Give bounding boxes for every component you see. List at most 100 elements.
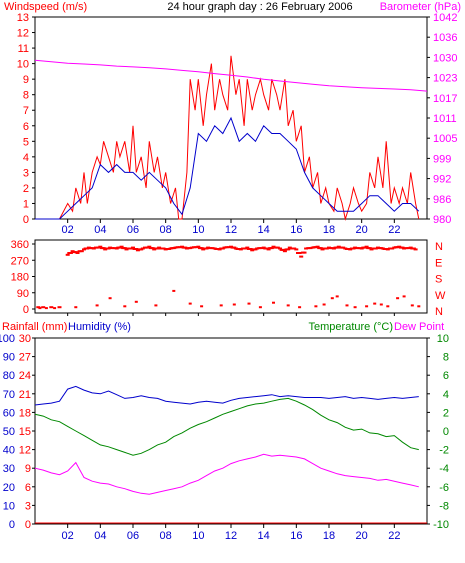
temperature-tick-label: 10: [437, 333, 449, 345]
direction-point: [196, 245, 201, 248]
direction-point: [224, 246, 229, 249]
direction-point: [330, 297, 334, 300]
direction-point: [353, 246, 358, 249]
series-temperature: [34, 397, 419, 456]
direction-point: [232, 303, 236, 306]
direction-point: [36, 306, 41, 309]
rainfall-axis-label: Rainfall (mm): [2, 321, 67, 333]
direction-point: [322, 303, 326, 306]
temperature-tick-label: 2: [443, 407, 449, 419]
direction-point: [41, 306, 46, 309]
direction-point: [159, 247, 164, 250]
x-tick-label: 14: [258, 224, 270, 236]
direction-point: [143, 246, 147, 249]
direction-point: [226, 246, 231, 249]
barometer-tick-label: 999: [433, 153, 451, 165]
direction-point: [258, 306, 262, 309]
direction-point: [145, 246, 150, 249]
rain-tick-label: 30: [19, 333, 31, 345]
direction-point: [314, 305, 318, 308]
barometer-tick-label: 1036: [433, 32, 457, 44]
direction-point: [206, 246, 211, 249]
direction-point: [208, 247, 213, 250]
direction-point: [353, 306, 357, 309]
temperature-tick-label: -6: [439, 482, 449, 494]
direction-point: [131, 246, 135, 249]
windspeed-tick-label: 12: [17, 28, 29, 40]
rain-tick-label: 6: [25, 482, 31, 494]
temperature-tick-label: 0: [443, 426, 449, 438]
direction-point: [299, 255, 304, 258]
direction-point: [306, 247, 311, 250]
temperature-axis-label: Temperature (°C): [309, 321, 393, 333]
windspeed-tick-label: 7: [23, 105, 29, 117]
series-wind-average: [35, 116, 420, 220]
x-tick-label: 02: [62, 224, 74, 236]
windspeed-tick-label: 3: [23, 167, 29, 179]
direction-point: [248, 248, 253, 250]
windspeed-tick-label: 11: [18, 43, 29, 55]
direction-point: [126, 247, 131, 250]
direction-point: [94, 246, 98, 249]
x-tick-label: 06: [127, 224, 139, 236]
x-tick-label: 18: [323, 224, 335, 236]
direction-point: [417, 305, 421, 308]
humidity-tick-label: 50: [3, 426, 15, 438]
direction-point: [365, 305, 369, 308]
barometer-tick-label: 1005: [433, 133, 457, 145]
compass-label: N: [435, 306, 443, 318]
direction-point: [402, 247, 407, 250]
direction-point: [98, 245, 103, 248]
barometer-tick-label: 1011: [433, 113, 457, 125]
wind-panel-grid: [32, 16, 430, 223]
direction-point: [140, 247, 145, 250]
barometer-tick-label: 1017: [433, 93, 457, 105]
direction-point: [322, 247, 327, 250]
windspeed-axis-label: Windspeed (m/s): [4, 1, 87, 13]
direction-point: [188, 302, 192, 305]
direction-point: [345, 304, 349, 307]
direction-point: [122, 247, 127, 250]
direction-point: [108, 246, 113, 249]
direction-point: [371, 247, 376, 250]
direction-point: [172, 289, 176, 292]
direction-point: [281, 248, 286, 251]
direction-point: [269, 247, 274, 250]
x-tick-label: 12: [225, 530, 237, 542]
x-tick-label: 16: [290, 224, 302, 236]
humidity-tick-label: 80: [3, 370, 15, 382]
temperature-tick-label: 8: [443, 352, 449, 364]
direction-point: [110, 247, 115, 250]
direction-point: [259, 247, 264, 250]
x-tick-label: 20: [356, 530, 368, 542]
barometer-tick-label: 1023: [433, 73, 457, 85]
rain-tick-label: 3: [25, 500, 31, 512]
temperature-tick-label: 4: [443, 389, 449, 401]
windspeed-tick-label: 8: [23, 90, 29, 102]
direction-point: [388, 247, 392, 250]
rain-tick-label: 21: [19, 389, 31, 401]
direction-point: [147, 245, 152, 248]
humidity-tick-label: 40: [3, 445, 15, 457]
direction-point: [271, 245, 276, 248]
rain-tick-label: 12: [19, 445, 31, 457]
direction-point: [304, 247, 309, 250]
direction-point: [112, 247, 117, 250]
direction-point: [266, 248, 271, 251]
humidity-axis-label: Humidity (%): [68, 321, 131, 333]
compass-label: W: [435, 290, 446, 302]
direction-point: [386, 305, 390, 308]
direction-tick-label: 360: [11, 239, 29, 251]
direction-point: [339, 246, 343, 249]
direction-point: [65, 253, 70, 256]
x-tick-label: 10: [192, 224, 204, 236]
direction-point: [134, 248, 139, 250]
x-tick-label: 22: [388, 224, 400, 236]
direction-point: [44, 307, 48, 310]
temperature-tick-label: -2: [439, 445, 449, 457]
barometer-tick-label: 1030: [433, 52, 457, 64]
humidity-tick-label: 70: [3, 389, 15, 401]
compass-label: S: [435, 274, 442, 286]
